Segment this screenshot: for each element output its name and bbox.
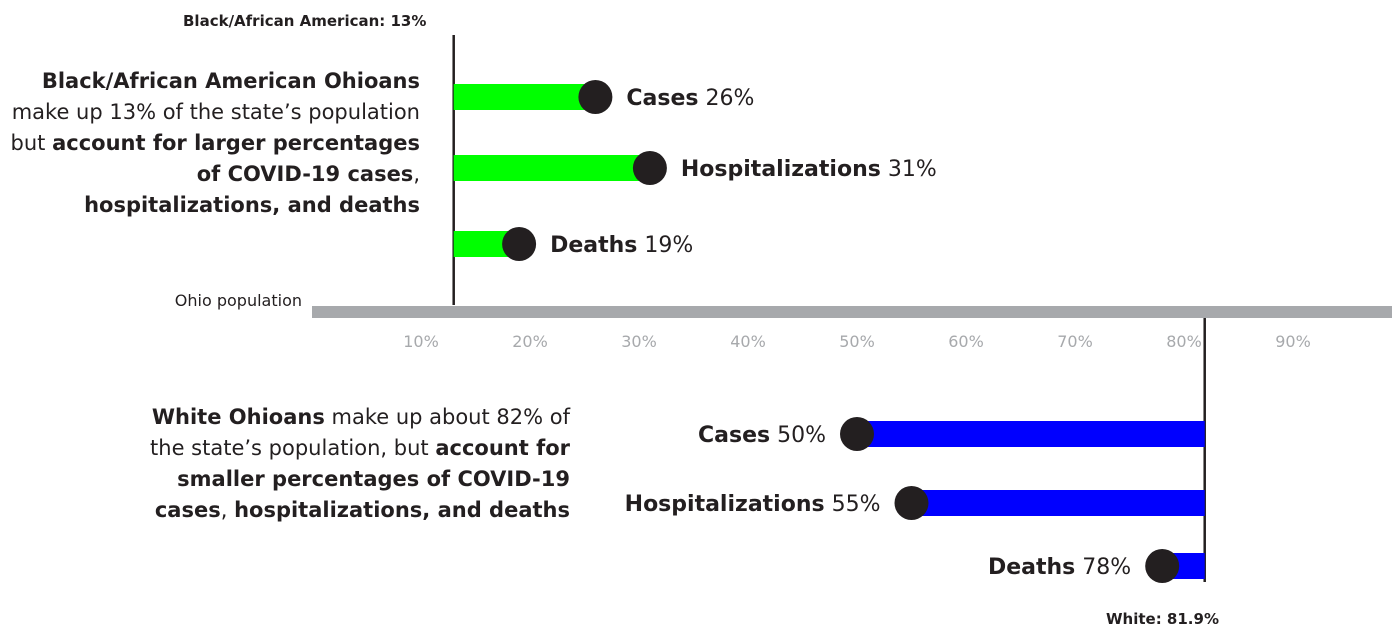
black-hospitalizations-bar [453,155,650,181]
black-hospitalizations-value: 31% [881,157,937,182]
black-hospitalizations-label: Hospitalizations 31% [681,157,937,182]
black-deaths-category: Deaths [550,233,637,258]
black-population-label: Black/African American: 13% [183,12,427,30]
black-deaths-label: Deaths 19% [550,233,693,258]
white-cases-bar [857,421,1205,447]
white-group-note: White Ohioans make up about 82% of the s… [150,405,570,522]
white-hospitalizations-bar [911,490,1205,516]
black-cases-bar [453,84,596,110]
white-hospitalizations-dot [894,486,929,520]
white-deaths-dot [1145,549,1180,583]
x-tick-label: 50% [839,332,875,351]
white-hospitalizations-value: 55% [825,492,881,517]
x-tick-label: 30% [621,332,657,351]
x-tick-label: 10% [403,332,439,351]
black-group-note: Black/African American Ohioans make up 1… [10,69,420,217]
black-cases-label: Cases 26% [626,86,754,111]
white-cases-category: Cases [698,423,770,448]
black-deaths-value: 19% [637,233,693,258]
black-hospitalizations-category: Hospitalizations [681,157,881,182]
white-hospitalizations-label: Hospitalizations 55% [625,492,881,517]
x-tick-label: 40% [730,332,766,351]
x-tick-label: 70% [1057,332,1093,351]
x-tick-label: 20% [512,332,548,351]
white-deaths-label: Deaths 78% [988,555,1131,580]
white-cases-value: 50% [770,423,826,448]
x-tick-label: 90% [1275,332,1311,351]
black-hospitalizations-dot [632,151,667,185]
white-cases-dot [840,417,874,451]
axis-label: Ohio population [174,291,302,310]
white-hospitalizations-category: Hospitalizations [625,492,825,517]
white-population-label: White: 81.9% [1106,610,1219,628]
x-tick-label: 60% [948,332,984,351]
white-deaths-value: 78% [1075,555,1131,580]
x-axis-line [312,306,1392,318]
x-tick-label: 80% [1166,332,1202,351]
black-cases-dot [578,80,613,114]
black-cases-category: Cases [626,86,698,111]
white-deaths-category: Deaths [988,555,1075,580]
white-cases-label: Cases 50% [698,423,826,448]
black-deaths-dot [502,227,537,261]
black-cases-value: 26% [699,86,755,111]
